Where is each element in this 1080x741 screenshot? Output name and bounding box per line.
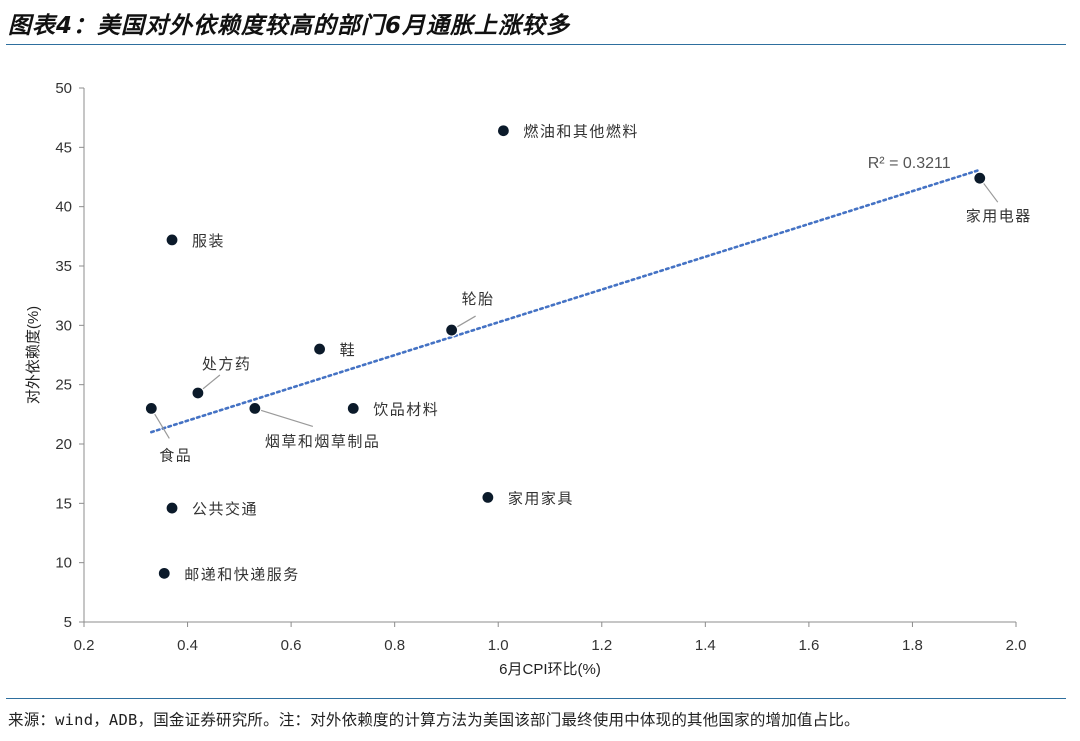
data-label: 家用家具	[508, 489, 574, 507]
x-tick-label: 0.8	[384, 637, 405, 654]
y-axis-label: 对外依赖度(%)	[25, 306, 42, 404]
x-tick-label: 1.0	[488, 637, 509, 654]
data-point	[248, 401, 262, 415]
data-point	[165, 501, 179, 515]
y-tick-label: 15	[55, 495, 72, 512]
data-label: 轮胎	[462, 290, 495, 308]
trendline: R² = 0.3211	[150, 155, 982, 434]
data-label: 饮品材料	[373, 400, 439, 418]
r-squared-label: R² = 0.3211	[868, 155, 951, 172]
data-points	[144, 124, 987, 580]
x-tick-label: 2.0	[1006, 637, 1027, 654]
x-tick-label: 1.6	[798, 637, 819, 654]
data-point	[144, 401, 158, 415]
data-label: 邮递和快递服务	[184, 565, 300, 583]
data-point	[191, 386, 205, 400]
data-label: 公共交通	[192, 500, 258, 518]
data-label: 食品	[159, 446, 192, 464]
y-tick-label: 20	[55, 436, 72, 453]
data-point	[445, 323, 459, 337]
page-title: 图表4：美国对外依赖度较高的部门6月通胀上涨较多	[8, 13, 571, 39]
y-tick-label: 10	[55, 555, 72, 572]
data-point	[157, 566, 171, 580]
title-divider	[6, 44, 1066, 45]
data-point	[973, 171, 987, 185]
data-label: 燃油和其他燃料	[523, 123, 639, 141]
data-point	[312, 342, 327, 356]
leader-line	[254, 407, 314, 427]
x-tick-label: 0.2	[74, 637, 95, 654]
y-tick-label: 40	[55, 199, 72, 216]
data-label: 鞋	[340, 341, 357, 359]
data-label: 家用电器	[966, 207, 1032, 225]
chart-axes: 5 10 15 20 25 30 35 40 45 50 0.2 0.4 0.6 0.8 1.0 1.2 1.4…	[25, 80, 1026, 678]
y-tick-label: 45	[55, 139, 72, 156]
y-tick-label: 5	[64, 614, 72, 631]
data-label: 烟草和烟草制品	[265, 432, 381, 450]
data-point	[481, 490, 495, 504]
x-tick-label: 0.6	[281, 637, 302, 654]
x-tick-label: 0.4	[177, 637, 198, 654]
y-tick-label: 30	[55, 317, 72, 334]
data-point	[496, 124, 510, 138]
linear-trendline	[150, 168, 982, 434]
label-leader-lines	[150, 177, 999, 439]
source-note: 来源：wind，ADB，国金证券研究所。注：对外依赖度的计算方法为美国该部门最终…	[8, 711, 860, 729]
x-axis-label: 6月CPI环比(%)	[499, 661, 601, 678]
x-tick-label: 1.2	[591, 637, 612, 654]
y-tick-label: 25	[55, 377, 72, 394]
scatter-chart: 5 10 15 20 25 30 35 40 45 50 0.2 0.4 0.6 0.8 1.0 1.2 1.4…	[25, 80, 1032, 678]
y-tick-label: 35	[55, 258, 72, 275]
data-point	[165, 233, 179, 247]
x-tick-label: 1.8	[902, 637, 923, 654]
footer-divider	[6, 698, 1066, 699]
data-label: 服装	[192, 232, 225, 250]
data-point	[346, 401, 360, 415]
data-label: 处方药	[202, 355, 252, 373]
x-tick-label: 1.4	[695, 637, 716, 654]
y-tick-label: 50	[55, 80, 72, 97]
